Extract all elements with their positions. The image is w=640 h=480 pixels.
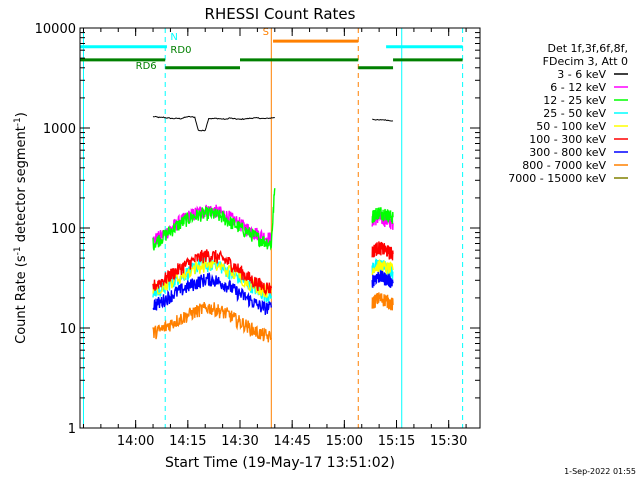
- flag-label-0: N: [170, 32, 177, 43]
- series-2-run-1: [371, 207, 394, 224]
- x-tick-label-3: 14:45: [273, 434, 310, 449]
- y-label-sup-2: -1: [13, 117, 23, 126]
- series-2-run-0: [152, 188, 276, 251]
- legend-entry-8: 7000 - 15000 keV: [508, 172, 606, 185]
- series-0-run-0: [152, 115, 275, 132]
- y-tick-label-2: 100: [51, 222, 76, 237]
- legend-entry-1: 6 - 12 keV: [550, 81, 606, 94]
- series-5-run-1: [371, 241, 394, 261]
- series-7-run-0: [152, 302, 272, 343]
- legend-header-1: FDecim 3, Att 0: [543, 55, 628, 68]
- x-axis-label: Start Time (19-May-17 13:51:02): [165, 455, 395, 471]
- y-label-mid: detector segment: [14, 126, 29, 246]
- y-tick-label-1: 10: [59, 322, 76, 337]
- x-tick-label-0: 14:00: [117, 434, 154, 449]
- series-0-run-1: [372, 118, 394, 122]
- legend-entry-4: 50 - 100 keV: [536, 120, 606, 133]
- x-tick-label-4: 15:00: [326, 434, 363, 449]
- y-label-end: ): [14, 112, 29, 117]
- legend-entry-5: 100 - 300 keV: [529, 133, 606, 146]
- x-tick-label-6: 15:30: [430, 434, 467, 449]
- x-tick-label-1: 14:15: [169, 434, 206, 449]
- y-label-main: Count Rate (s: [14, 255, 29, 344]
- legend-entry-6: 300 - 800 keV: [529, 146, 606, 159]
- chart-title: RHESSI Count Rates: [205, 5, 356, 23]
- series-5-run-0: [152, 249, 272, 297]
- y-tick-label-0: 1: [68, 422, 76, 437]
- flag-label-1: S: [263, 27, 269, 38]
- plot-frame: [79, 27, 481, 429]
- y-label-sup-1: -1: [13, 246, 23, 255]
- y-tick-label-4: 10000: [35, 22, 76, 37]
- y-tick-label-3: 1000: [43, 122, 76, 137]
- legend-entry-0: 3 - 6 keV: [557, 68, 606, 81]
- legend-entry-2: 12 - 25 keV: [543, 94, 606, 107]
- flag-label-2: RD0: [170, 45, 191, 56]
- legend-entry-7: 800 - 7000 keV: [522, 159, 606, 172]
- axes: 14:00 14:15 14:30 14:45 15:00 15:15 15:30 1 10 10…: [35, 22, 481, 449]
- flag-label-3: RD6: [136, 61, 157, 72]
- y-axis-label: Count Rate (s-1 detector segment-1): [13, 112, 29, 344]
- legend: Det 1f,3f,6f,8f,FDecim 3, Att 03 - 6 keV…: [508, 42, 628, 185]
- legend-header-0: Det 1f,3f,6f,8f,: [547, 42, 628, 55]
- footer-timestamp: 1-Sep-2022 01:55: [564, 467, 636, 476]
- series-7-run-1: [371, 292, 394, 311]
- series-6-run-1: [371, 270, 394, 289]
- x-tick-label-5: 15:15: [378, 434, 415, 449]
- series-6-run-0: [152, 272, 272, 315]
- plot-area: N S RD0 RD6: [80, 27, 464, 428]
- legend-entry-3: 25 - 50 keV: [543, 107, 606, 120]
- x-tick-label-2: 14:30: [221, 434, 258, 449]
